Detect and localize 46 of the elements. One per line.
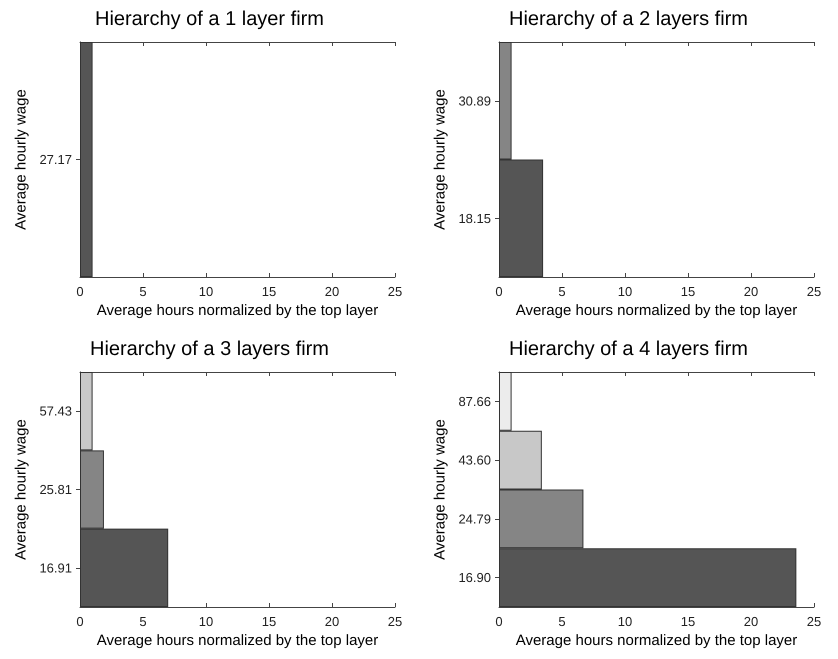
x-tick-label: 15 (680, 614, 696, 629)
y-axis-title: Average hourly wage (432, 419, 449, 560)
y-tick-label: 25.81 (39, 482, 72, 497)
chart-title: Hierarchy of a 1 layer firm (95, 8, 324, 30)
x-tick-label: 15 (262, 284, 276, 299)
x-tick-label: 20 (324, 614, 340, 629)
x-axis-title: Average hours normalized by the top layer (96, 632, 378, 649)
y-axis-title: Average hourly wage (432, 89, 449, 230)
x-tick-label: 5 (139, 284, 147, 299)
x-tick-label: 10 (198, 284, 214, 299)
x-tick-label: 20 (744, 284, 758, 299)
x-tick-label: 5 (139, 614, 147, 629)
y-tick-label: 43.60 (458, 452, 491, 468)
x-tick-label: 5 (558, 614, 566, 629)
x-tick-label: 25 (388, 614, 402, 629)
y-axis-title: Average hourly wage (12, 89, 30, 230)
x-tick-label: 0 (76, 614, 84, 629)
chart-title: Hierarchy of a 2 layers firm (509, 8, 748, 30)
x-tick-label: 0 (495, 284, 503, 299)
y-tick-label: 24.79 (458, 511, 491, 526)
x-axis-title: Average hours normalized by the top layer (96, 302, 378, 319)
x-tick-label: 15 (680, 284, 696, 299)
y-tick-label: 16.91 (39, 560, 72, 576)
x-axis-title: Average hours normalized by the top layer (516, 632, 798, 649)
x-axis-title: Average hours normalized by the top layer (516, 302, 798, 319)
chart-title: Hierarchy of a 3 layers firm (90, 338, 329, 360)
y-tick-label: 30.89 (458, 93, 491, 108)
x-tick-label: 15 (262, 614, 276, 629)
x-tick-label: 10 (198, 614, 214, 629)
x-tick-label: 0 (76, 284, 84, 299)
x-tick-label: 25 (806, 614, 822, 629)
x-tick-label: 5 (558, 284, 566, 299)
x-tick-label: 25 (388, 284, 402, 299)
x-tick-label: 10 (618, 284, 632, 299)
x-tick-label: 25 (806, 284, 822, 299)
x-tick-label: 10 (618, 614, 632, 629)
y-tick-label: 16.90 (458, 570, 491, 586)
y-tick-label: 18.15 (458, 210, 491, 226)
x-tick-label: 20 (744, 614, 758, 629)
y-tick-label: 87.66 (458, 394, 491, 409)
x-tick-label: 20 (324, 284, 340, 299)
x-tick-label: 0 (495, 614, 503, 629)
y-axis-title: Average hourly wage (12, 419, 30, 560)
y-tick-label: 57.43 (39, 404, 72, 419)
chart-title: Hierarchy of a 4 layers firm (509, 338, 748, 360)
y-tick-label: 27.17 (39, 152, 72, 167)
